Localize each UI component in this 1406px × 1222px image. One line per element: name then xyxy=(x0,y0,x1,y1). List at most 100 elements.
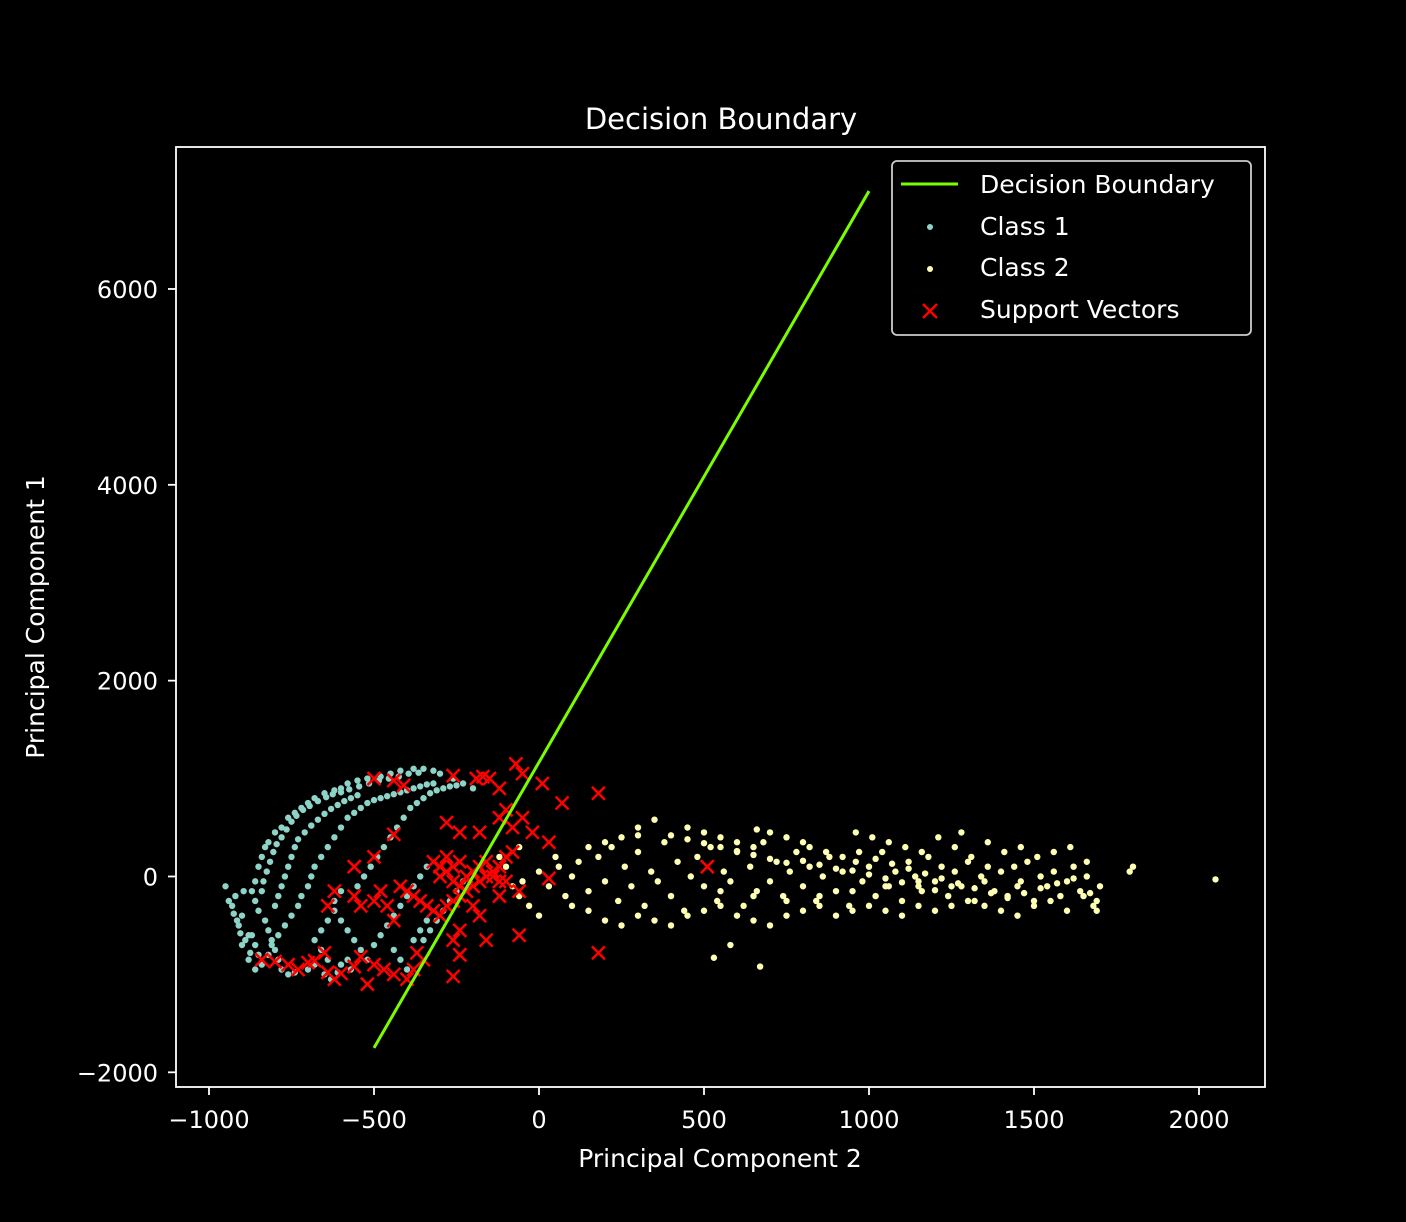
class-1-point xyxy=(453,782,460,789)
support-vector-marker xyxy=(472,825,487,840)
support-vector-stroke xyxy=(511,927,527,943)
class-1-point xyxy=(417,927,424,934)
class-1-point xyxy=(311,863,318,870)
class-2-point xyxy=(608,843,615,851)
class-1-point xyxy=(298,892,305,900)
class-2-point xyxy=(1014,883,1021,890)
support-vector-stroke xyxy=(373,883,388,899)
class-2-point xyxy=(882,907,889,914)
class-2-point xyxy=(780,892,787,900)
class-2-point xyxy=(1024,858,1031,865)
class-1-point xyxy=(306,802,313,810)
x-axis-label: Principal Component 2 xyxy=(578,1144,861,1173)
support-vector-marker xyxy=(346,859,362,875)
class-1-point xyxy=(294,836,302,843)
class-1-point xyxy=(265,839,272,846)
class-2-point xyxy=(905,858,912,865)
class-2-point xyxy=(1047,897,1054,905)
support-vector-marker xyxy=(478,932,494,948)
class-2-point xyxy=(915,878,922,885)
class-2-point xyxy=(971,897,978,905)
class-2-point xyxy=(585,843,592,851)
class-1-point xyxy=(334,801,341,809)
data-marks xyxy=(222,190,1219,1049)
class-2-point xyxy=(601,878,609,885)
support-vector-marker xyxy=(452,854,468,870)
class-1-point xyxy=(413,799,421,807)
support-vector-marker xyxy=(452,825,468,840)
class-2-point xyxy=(694,853,701,861)
class-1-point xyxy=(285,863,292,870)
class-2-point xyxy=(1037,873,1044,880)
class-2-point xyxy=(997,868,1005,875)
class-2-point xyxy=(700,829,708,836)
support-vector-stroke xyxy=(346,959,362,974)
class-2-point xyxy=(519,878,526,885)
class-1-point xyxy=(346,786,353,793)
class-1-point xyxy=(237,930,244,937)
class-2-point xyxy=(849,907,856,914)
support-vector-marker xyxy=(468,771,484,786)
support-vector-stroke xyxy=(254,952,270,968)
class-2-point xyxy=(766,878,774,885)
x-tick-label: 1500 xyxy=(1003,1106,1064,1134)
class-1-point xyxy=(322,793,330,801)
class-2-point xyxy=(806,863,813,870)
class-1-point xyxy=(271,829,279,836)
support-vector-marker xyxy=(267,954,283,970)
series-class-1 xyxy=(222,765,477,983)
support-vector-stroke xyxy=(353,898,369,914)
support-vector-marker xyxy=(511,883,527,899)
class-2-point xyxy=(667,892,675,900)
support-vector-stroke xyxy=(515,766,530,782)
class-2-point xyxy=(595,853,602,861)
class-2-point xyxy=(951,843,958,851)
class-1-point xyxy=(410,785,417,792)
class-1-point xyxy=(271,902,279,910)
class-2-point xyxy=(799,857,807,865)
support-vector-stroke xyxy=(492,873,507,889)
support-vector-marker xyxy=(346,888,362,904)
support-vector-marker xyxy=(525,825,540,840)
class-2-point xyxy=(717,843,724,851)
class-1-point xyxy=(293,812,300,819)
class-1-point xyxy=(238,941,246,949)
support-vector-marker xyxy=(439,815,454,831)
support-vector-marker xyxy=(366,893,382,909)
class-1-point xyxy=(233,917,241,924)
class-1-point xyxy=(260,878,267,885)
class-1-point xyxy=(240,887,247,895)
class-2-point xyxy=(981,878,988,885)
class-1-point xyxy=(318,927,325,934)
class-1-point xyxy=(367,863,374,870)
support-vector-marker xyxy=(396,778,412,793)
class-2-point xyxy=(747,863,754,870)
support-vector-marker xyxy=(445,932,461,948)
class-2-point xyxy=(634,848,642,856)
class-1-point xyxy=(324,843,331,851)
y-axis-label: Principal Component 1 xyxy=(21,475,50,758)
class-2-point xyxy=(892,868,899,875)
support-vector-marker xyxy=(452,947,468,963)
class-1-point xyxy=(285,971,292,978)
class-2-point xyxy=(931,878,939,885)
class-2-point xyxy=(773,858,780,865)
class-1-point xyxy=(331,834,338,841)
class-1-point xyxy=(403,966,411,973)
class-1-point xyxy=(397,902,404,910)
class-2-point xyxy=(948,883,955,890)
support-vector-stroke xyxy=(452,854,468,870)
class-1-point xyxy=(436,770,444,777)
class-2-point xyxy=(852,829,859,836)
class-1-point xyxy=(357,804,364,812)
class-2-point xyxy=(819,873,826,880)
class-2-point xyxy=(750,851,757,859)
class-2-point xyxy=(997,907,1005,914)
y-tick-label: 2000 xyxy=(97,668,158,696)
class-2-point xyxy=(753,826,760,833)
class-2-point xyxy=(938,863,945,870)
class-2-point xyxy=(1057,892,1064,900)
support-vector-stroke xyxy=(478,932,494,948)
class-2-point xyxy=(898,912,906,919)
support-vector-stroke xyxy=(591,945,606,961)
